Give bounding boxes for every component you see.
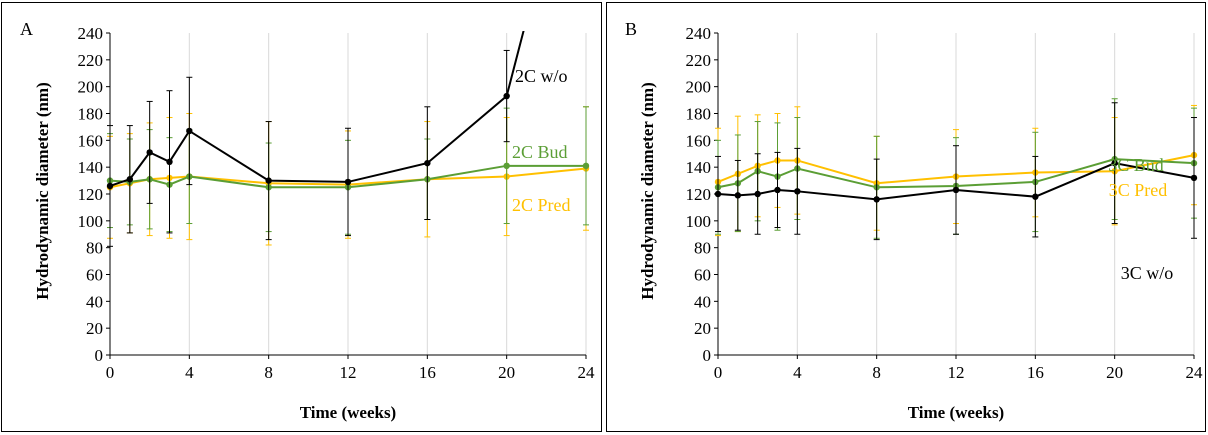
- data-point: [1032, 193, 1039, 200]
- data-point: [265, 177, 272, 184]
- x-tick-label: 16: [1027, 363, 1044, 382]
- panel-letter: A: [20, 19, 33, 39]
- y-tick-label: 60: [694, 266, 711, 285]
- y-tick-label: 20: [694, 319, 711, 338]
- x-tick-label: 0: [106, 363, 115, 382]
- x-tick-label: 12: [948, 363, 965, 382]
- y-tick-label: 220: [686, 51, 712, 70]
- panel-letter: B: [625, 19, 637, 39]
- x-tick-label: 20: [1106, 363, 1123, 382]
- plot-area: [106, 31, 590, 247]
- x-tick-label: 20: [498, 363, 515, 382]
- data-point: [714, 190, 722, 198]
- x-axis-title: Time (weeks): [300, 403, 396, 422]
- data-point: [146, 149, 153, 156]
- series-2c-w-o: [106, 31, 525, 247]
- data-point: [1190, 174, 1198, 182]
- data-point: [794, 188, 801, 195]
- x-tick-label: 8: [872, 363, 881, 382]
- chart-panel-b: 0 20 40 60 80 100 120 140 160 180 200 220 240 0 4 8 12 16…: [606, 2, 1206, 432]
- data-point: [774, 186, 781, 194]
- x-tick-label: 4: [793, 363, 802, 382]
- y-tick-label: 0: [703, 346, 712, 365]
- series-line: [717, 154, 1195, 185]
- y-tick-label: 100: [686, 212, 712, 231]
- y-tick-label: 60: [86, 266, 103, 285]
- y-tick-label: 200: [78, 78, 104, 97]
- x-tick-label: 24: [578, 363, 596, 382]
- chart-a-svg: 0 20 40 60 80 100 120 140 160 180 200 220 240 0 4 8 12 16…: [20, 19, 596, 422]
- data-point: [424, 159, 431, 167]
- x-tick-label: 16: [419, 363, 436, 382]
- y-tick-label: 0: [95, 346, 104, 365]
- y-tick-label: 120: [78, 185, 104, 204]
- y-tick-label: 180: [78, 105, 104, 124]
- series-line: [717, 158, 1195, 189]
- series-line: [109, 164, 586, 189]
- data-point: [754, 190, 761, 198]
- x-axis-title: Time (weeks): [908, 403, 1004, 422]
- data-point: [186, 127, 193, 135]
- plot-area: [714, 98, 1198, 241]
- series-annotation: 3C w/o: [1121, 263, 1174, 283]
- y-tick-label: 120: [686, 185, 712, 204]
- y-tick-label: 160: [686, 131, 712, 150]
- series-annotation: 3C Bud: [1108, 155, 1164, 175]
- data-point: [873, 196, 880, 203]
- y-tick-label: 140: [78, 158, 104, 177]
- y-tick-label: 40: [86, 292, 103, 311]
- series-3c-w-o: [714, 102, 1198, 241]
- y-tick-label: 180: [686, 105, 712, 124]
- y-tick-label: 220: [78, 51, 104, 70]
- x-tick-label: 0: [714, 363, 723, 382]
- series-line: [109, 31, 525, 187]
- y-axis-title: Hydrodynamic diameter (nm): [638, 82, 657, 300]
- data-point: [734, 192, 742, 199]
- data-point: [503, 92, 510, 100]
- y-tick-label: 160: [78, 131, 104, 150]
- series-annotation: 2C w/o: [515, 66, 568, 86]
- y-tick-label: 80: [86, 239, 103, 258]
- y-axis-title: Hydrodynamic diameter (nm): [33, 82, 52, 300]
- data-point: [106, 182, 114, 190]
- x-tick-label: 24: [1186, 363, 1204, 382]
- data-point: [344, 178, 352, 186]
- data-point: [503, 162, 510, 170]
- series-annotation: 2C Bud: [512, 142, 568, 162]
- data-point: [952, 186, 960, 194]
- y-tick-label: 140: [686, 158, 712, 177]
- x-tick-label: 12: [340, 363, 357, 382]
- data-point: [166, 158, 173, 165]
- data-point: [126, 176, 134, 183]
- data-point: [1111, 159, 1118, 167]
- x-tick-label: 8: [264, 363, 273, 382]
- y-tick-label: 40: [694, 292, 711, 311]
- y-tick-label: 100: [78, 212, 104, 231]
- chart-b-svg: 0 20 40 60 80 100 120 140 160 180 200 220 240 0 4 8 12 16…: [625, 19, 1204, 422]
- y-tick-label: 240: [686, 24, 712, 43]
- y-tick-label: 240: [78, 24, 104, 43]
- chart-panel-a: 0 20 40 60 80 100 120 140 160 180 200 220 240 0 4 8 12 16…: [1, 2, 602, 432]
- y-tick-label: 80: [694, 239, 711, 258]
- series-annotation: 3C Pred: [1109, 180, 1168, 200]
- series-annotation: 2C Pred: [512, 195, 571, 215]
- data-point: [582, 162, 590, 170]
- x-tick-label: 4: [185, 363, 194, 382]
- series-line: [717, 162, 1195, 201]
- y-tick-label: 200: [686, 78, 712, 97]
- y-tick-label: 20: [86, 319, 103, 338]
